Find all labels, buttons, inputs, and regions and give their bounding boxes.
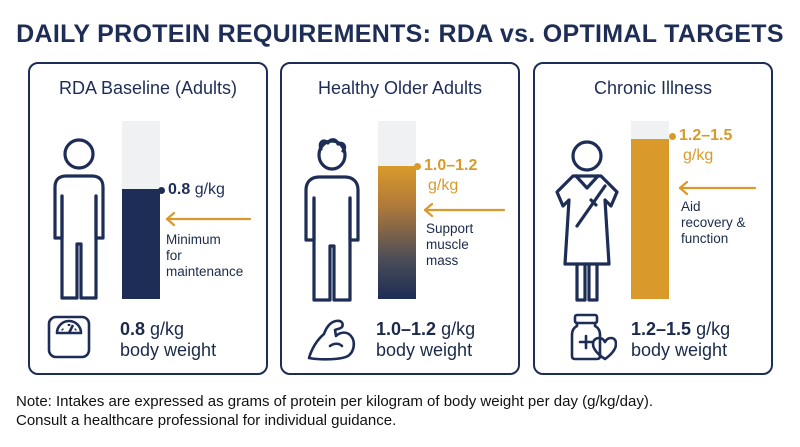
card-title: RDA Baseline (Adults) bbox=[58, 78, 238, 98]
footnote-line-1: Note: Intakes are expressed as grams of … bbox=[16, 393, 653, 410]
protein-bar-fill bbox=[122, 188, 160, 299]
protein-marker: 0.8 g/kg bbox=[158, 180, 225, 200]
bottom-value: 1.2–1.5 g/kg body weight bbox=[631, 319, 731, 360]
card-older-adults: Healthy Older Adults 1.0–1.2 g/kg Suppor… bbox=[280, 62, 520, 375]
marker-unit: g/kg bbox=[194, 181, 225, 198]
marker-dot bbox=[158, 187, 165, 194]
note-text: Minimum for maintenance bbox=[166, 232, 244, 279]
card-title: Healthy Older Adults bbox=[317, 78, 483, 98]
protein-bar-track bbox=[631, 121, 669, 299]
protein-bar-track bbox=[122, 121, 160, 299]
protein-marker: 1.0–1.2 g/kg bbox=[414, 156, 478, 196]
adult-person-icon bbox=[53, 138, 105, 300]
footnote-line-2: Consult a healthcare professional for in… bbox=[16, 412, 397, 429]
protein-bar-track bbox=[378, 121, 416, 299]
card-title: Chronic Illness bbox=[593, 78, 713, 98]
marker-dot bbox=[414, 163, 421, 170]
patient-gown-icon bbox=[555, 140, 619, 302]
older-adult-icon bbox=[304, 138, 360, 302]
footnote: Note: Intakes are expressed as grams of … bbox=[16, 392, 796, 430]
weight-scale-icon bbox=[47, 315, 91, 359]
marker-dot bbox=[669, 133, 676, 140]
marker-value: 1.0–1.2 bbox=[424, 157, 478, 174]
marker-value: 0.8 bbox=[168, 181, 191, 198]
bottom-value: 0.8 g/kg body weight bbox=[120, 319, 217, 360]
arrow-left-icon bbox=[423, 203, 506, 217]
flexed-arm-icon bbox=[307, 319, 356, 361]
arrow-left-icon bbox=[165, 212, 252, 226]
note-text: Aid recovery & function bbox=[681, 199, 746, 246]
marker-value: 1.2–1.5 bbox=[679, 127, 733, 144]
marker-unit: g/kg bbox=[683, 147, 714, 164]
card-rda-baseline: RDA Baseline (Adults) 0.8 g/kg Minimum f… bbox=[28, 62, 268, 375]
bottom-value: 1.0–1.2 g/kg body weight bbox=[376, 319, 476, 360]
card-chronic-illness: Chronic Illness 1.2–1.5 g/kg Aid recover… bbox=[533, 62, 773, 375]
protein-marker: 1.2–1.5 g/kg bbox=[669, 126, 733, 166]
arrow-left-icon bbox=[678, 181, 757, 195]
note-text: Support muscle mass bbox=[426, 221, 474, 268]
marker-unit: g/kg bbox=[428, 177, 459, 194]
protein-bar-fill bbox=[378, 165, 416, 299]
protein-bar-fill bbox=[631, 138, 669, 299]
medicine-bottle-heart-icon bbox=[570, 313, 617, 361]
page-title: DAILY PROTEIN REQUIREMENTS: RDA vs. OPTI… bbox=[16, 20, 784, 48]
